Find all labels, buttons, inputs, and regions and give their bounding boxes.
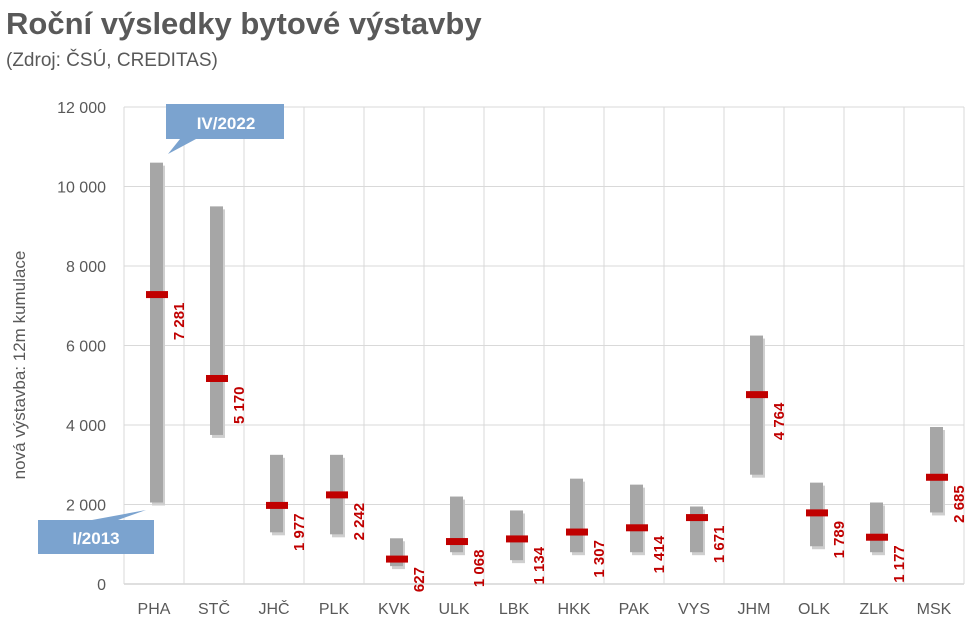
range-bar bbox=[150, 162, 163, 503]
chart-subtitle: (Zdroj: ČSÚ, CREDITAS) bbox=[6, 50, 218, 71]
chart-title: Roční výsledky bytové výstavby bbox=[6, 6, 482, 41]
value-marker bbox=[746, 391, 768, 399]
category-label: PLK bbox=[319, 601, 350, 618]
category-label: ZLK bbox=[859, 601, 889, 618]
value-marker bbox=[566, 528, 588, 536]
range-bar bbox=[510, 510, 523, 561]
value-marker bbox=[386, 555, 408, 563]
y-tick-label: 10 000 bbox=[57, 180, 106, 197]
y-tick-label: 2 000 bbox=[66, 498, 106, 515]
range-bar bbox=[690, 506, 703, 553]
y-tick-label: 12 000 bbox=[57, 100, 106, 117]
value-marker bbox=[506, 535, 528, 543]
range-bar bbox=[630, 484, 643, 553]
value-marker bbox=[626, 524, 648, 532]
value-label: 1 671 bbox=[711, 526, 728, 564]
value-marker bbox=[926, 473, 948, 481]
category-label: JHM bbox=[738, 601, 771, 618]
category-label: KVK bbox=[378, 601, 410, 618]
value-label: 1 134 bbox=[531, 546, 548, 584]
category-label: ULK bbox=[438, 601, 469, 618]
grid-lines bbox=[123, 106, 965, 585]
y-tick-label: 4 000 bbox=[66, 418, 106, 435]
callout-top-text: IV/2022 bbox=[197, 114, 256, 133]
value-label: 1 789 bbox=[831, 521, 848, 559]
category-label: LBK bbox=[499, 601, 530, 618]
category-label: MSK bbox=[917, 601, 952, 618]
category-label: OLK bbox=[798, 601, 830, 618]
y-tick-label: 0 bbox=[97, 577, 106, 594]
category-label: JHČ bbox=[258, 599, 289, 618]
category-label: PAK bbox=[619, 601, 650, 618]
value-label: 4 764 bbox=[771, 402, 788, 440]
range-bar bbox=[570, 478, 583, 553]
value-marker bbox=[326, 491, 348, 499]
category-label: VYS bbox=[678, 601, 710, 618]
range-bar bbox=[870, 502, 883, 553]
range-bar bbox=[210, 206, 223, 435]
value-labels: 7 281 5 170 1 977 2 242 627 1 068 1 134 1 307 1 … bbox=[171, 303, 968, 593]
range-bar bbox=[930, 426, 943, 513]
value-marker bbox=[266, 501, 288, 509]
category-label: STČ bbox=[198, 599, 230, 618]
y-axis-ticks: 0 2 000 4 000 6 000 8 000 10 000 12 000 bbox=[57, 100, 106, 594]
value-marker bbox=[686, 514, 708, 522]
category-labels: PHA STČ JHČ PLK KVK ULK LBK HKK PAK VYS JHM OLK ZLK M… bbox=[138, 599, 952, 618]
callout-top-box bbox=[166, 104, 284, 154]
y-tick-label: 6 000 bbox=[66, 339, 106, 356]
value-marker bbox=[446, 538, 468, 546]
value-label: 7 281 bbox=[171, 303, 188, 341]
value-label: 1 307 bbox=[591, 540, 608, 578]
value-label: 2 685 bbox=[951, 485, 968, 523]
callouts: IV/2022 I/2013 bbox=[38, 104, 284, 554]
value-label: 2 242 bbox=[351, 503, 368, 541]
value-markers bbox=[146, 291, 948, 563]
value-marker bbox=[806, 509, 828, 517]
value-label: 1 977 bbox=[291, 513, 308, 551]
range-bar bbox=[750, 335, 763, 475]
y-tick-label: 8 000 bbox=[66, 259, 106, 276]
value-marker bbox=[866, 533, 888, 541]
value-marker bbox=[146, 291, 168, 299]
category-label: HKK bbox=[558, 601, 591, 618]
value-label: 1 068 bbox=[471, 550, 488, 588]
callout-bottom-box bbox=[38, 510, 154, 554]
value-label: 1 414 bbox=[651, 535, 668, 573]
value-marker bbox=[206, 374, 228, 382]
range-bar bbox=[270, 454, 283, 533]
value-label: 627 bbox=[411, 567, 428, 592]
value-label: 5 170 bbox=[231, 386, 248, 424]
callout-bottom-text: I/2013 bbox=[72, 529, 119, 548]
category-label: PHA bbox=[138, 601, 171, 618]
value-label: 1 177 bbox=[891, 545, 908, 583]
range-bars bbox=[150, 162, 945, 570]
